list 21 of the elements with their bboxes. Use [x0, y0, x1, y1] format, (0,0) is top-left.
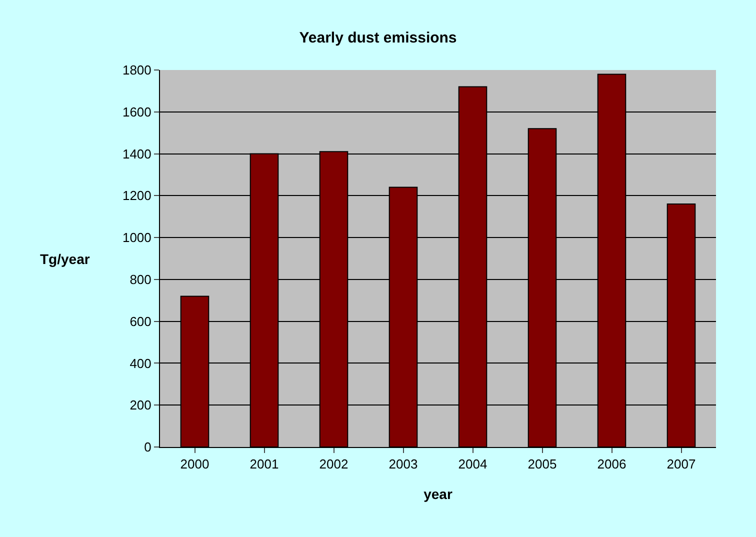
y-tick-label: 400 [130, 356, 152, 371]
x-axis-title: year [424, 486, 453, 502]
y-tick-label: 1000 [122, 230, 152, 246]
x-tick-label: 2007 [666, 456, 696, 472]
x-tick-label: 2005 [528, 456, 557, 472]
x-tick-label: 2003 [388, 456, 418, 472]
y-tick-label: 1400 [122, 146, 152, 162]
y-tick-label: 200 [130, 398, 152, 413]
y-tick-label: 0 [144, 440, 152, 455]
y-tick-label: 800 [130, 272, 152, 287]
y-tick-label: 1200 [122, 188, 152, 204]
x-tick-label: 2002 [319, 456, 348, 472]
x-tick-label: 2004 [458, 456, 488, 472]
x-tick-label: 2001 [250, 456, 279, 472]
y-tick-label: 1800 [122, 62, 152, 78]
y-tick-label: 1600 [122, 104, 152, 120]
y-axis-title: Tg/year [40, 251, 90, 267]
chart-title: Yearly dust emissions [299, 30, 457, 47]
x-tick-label: 2000 [180, 456, 210, 472]
y-tick-label: 600 [130, 314, 152, 329]
x-tick-label: 2006 [597, 456, 626, 472]
